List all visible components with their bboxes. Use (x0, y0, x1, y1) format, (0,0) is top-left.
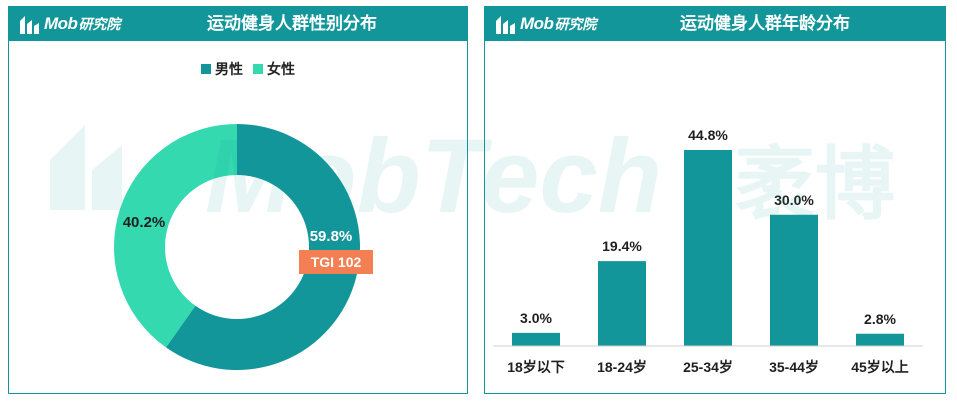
legend-item-female: 女性 (253, 59, 295, 79)
age-panel-header: Mob 研究院 运动健身人群年龄分布 (485, 7, 945, 41)
donut-slice-male (165, 124, 360, 371)
donut-label-female: 40.2% (123, 214, 166, 231)
logo-text: Mob (520, 14, 554, 33)
legend-label-female: 女性 (267, 61, 295, 77)
legend-item-male: 男性 (201, 59, 243, 79)
donut-slice-female (114, 124, 237, 348)
bar-category-label: 35-44岁 (769, 359, 819, 375)
bar-2 (684, 150, 732, 346)
age-panel: Mob 研究院 运动健身人群年龄分布 3.0% 18岁以下 19.4% 18-24岁 4… (484, 6, 946, 394)
donut-label-male: 59.8% (310, 228, 353, 245)
bar-value-label: 19.4% (602, 238, 642, 254)
gender-panel-header: Mob 研究院 运动健身人群性别分布 (9, 7, 467, 41)
bar-value-label: 2.8% (864, 311, 896, 327)
mob-logo-icon (20, 16, 39, 34)
gender-panel: Mob 研究院 运动健身人群性别分布 男性 女性 59.8% 40.2% TGI 1… (8, 6, 468, 394)
legend-label-male: 男性 (215, 61, 243, 77)
logo-text: Mob (44, 14, 78, 33)
bar-value-label: 30.0% (774, 192, 814, 208)
gender-chart-title: 运动健身人群性别分布 (207, 14, 377, 33)
mob-logo: Mob 研究院 (495, 12, 596, 36)
age-chart-title: 运动健身人群年龄分布 (680, 14, 850, 33)
bar-category-label: 18岁以下 (507, 359, 565, 375)
logo-sub: 研究院 (554, 16, 597, 32)
bar-1 (598, 261, 646, 346)
bar-3 (770, 214, 818, 346)
tgi-badge-label: TGI 102 (311, 254, 362, 270)
mob-logo-icon (496, 16, 515, 34)
bar-0 (512, 332, 560, 346)
bar-4 (856, 333, 904, 346)
bar-value-label: 44.8% (688, 127, 728, 143)
bar-category-label: 18-24岁 (597, 359, 647, 375)
gender-donut-chart: 59.8% 40.2% TGI 102 (114, 124, 373, 371)
bar-category-label: 25-34岁 (683, 359, 733, 375)
bar-category-label: 45岁以上 (851, 359, 909, 375)
legend-swatch-male (201, 64, 211, 74)
logo-sub: 研究院 (78, 16, 121, 32)
mob-logo: Mob 研究院 (19, 12, 120, 36)
bar-value-label: 3.0% (520, 310, 552, 326)
legend-swatch-female (253, 64, 263, 74)
tgi-badge (299, 250, 373, 274)
age-bar-chart: 3.0% 18岁以下 19.4% 18-24岁 44.8% 25-34岁 30.0% 35-4… (493, 127, 923, 375)
gender-legend: 男性 女性 (201, 59, 305, 79)
